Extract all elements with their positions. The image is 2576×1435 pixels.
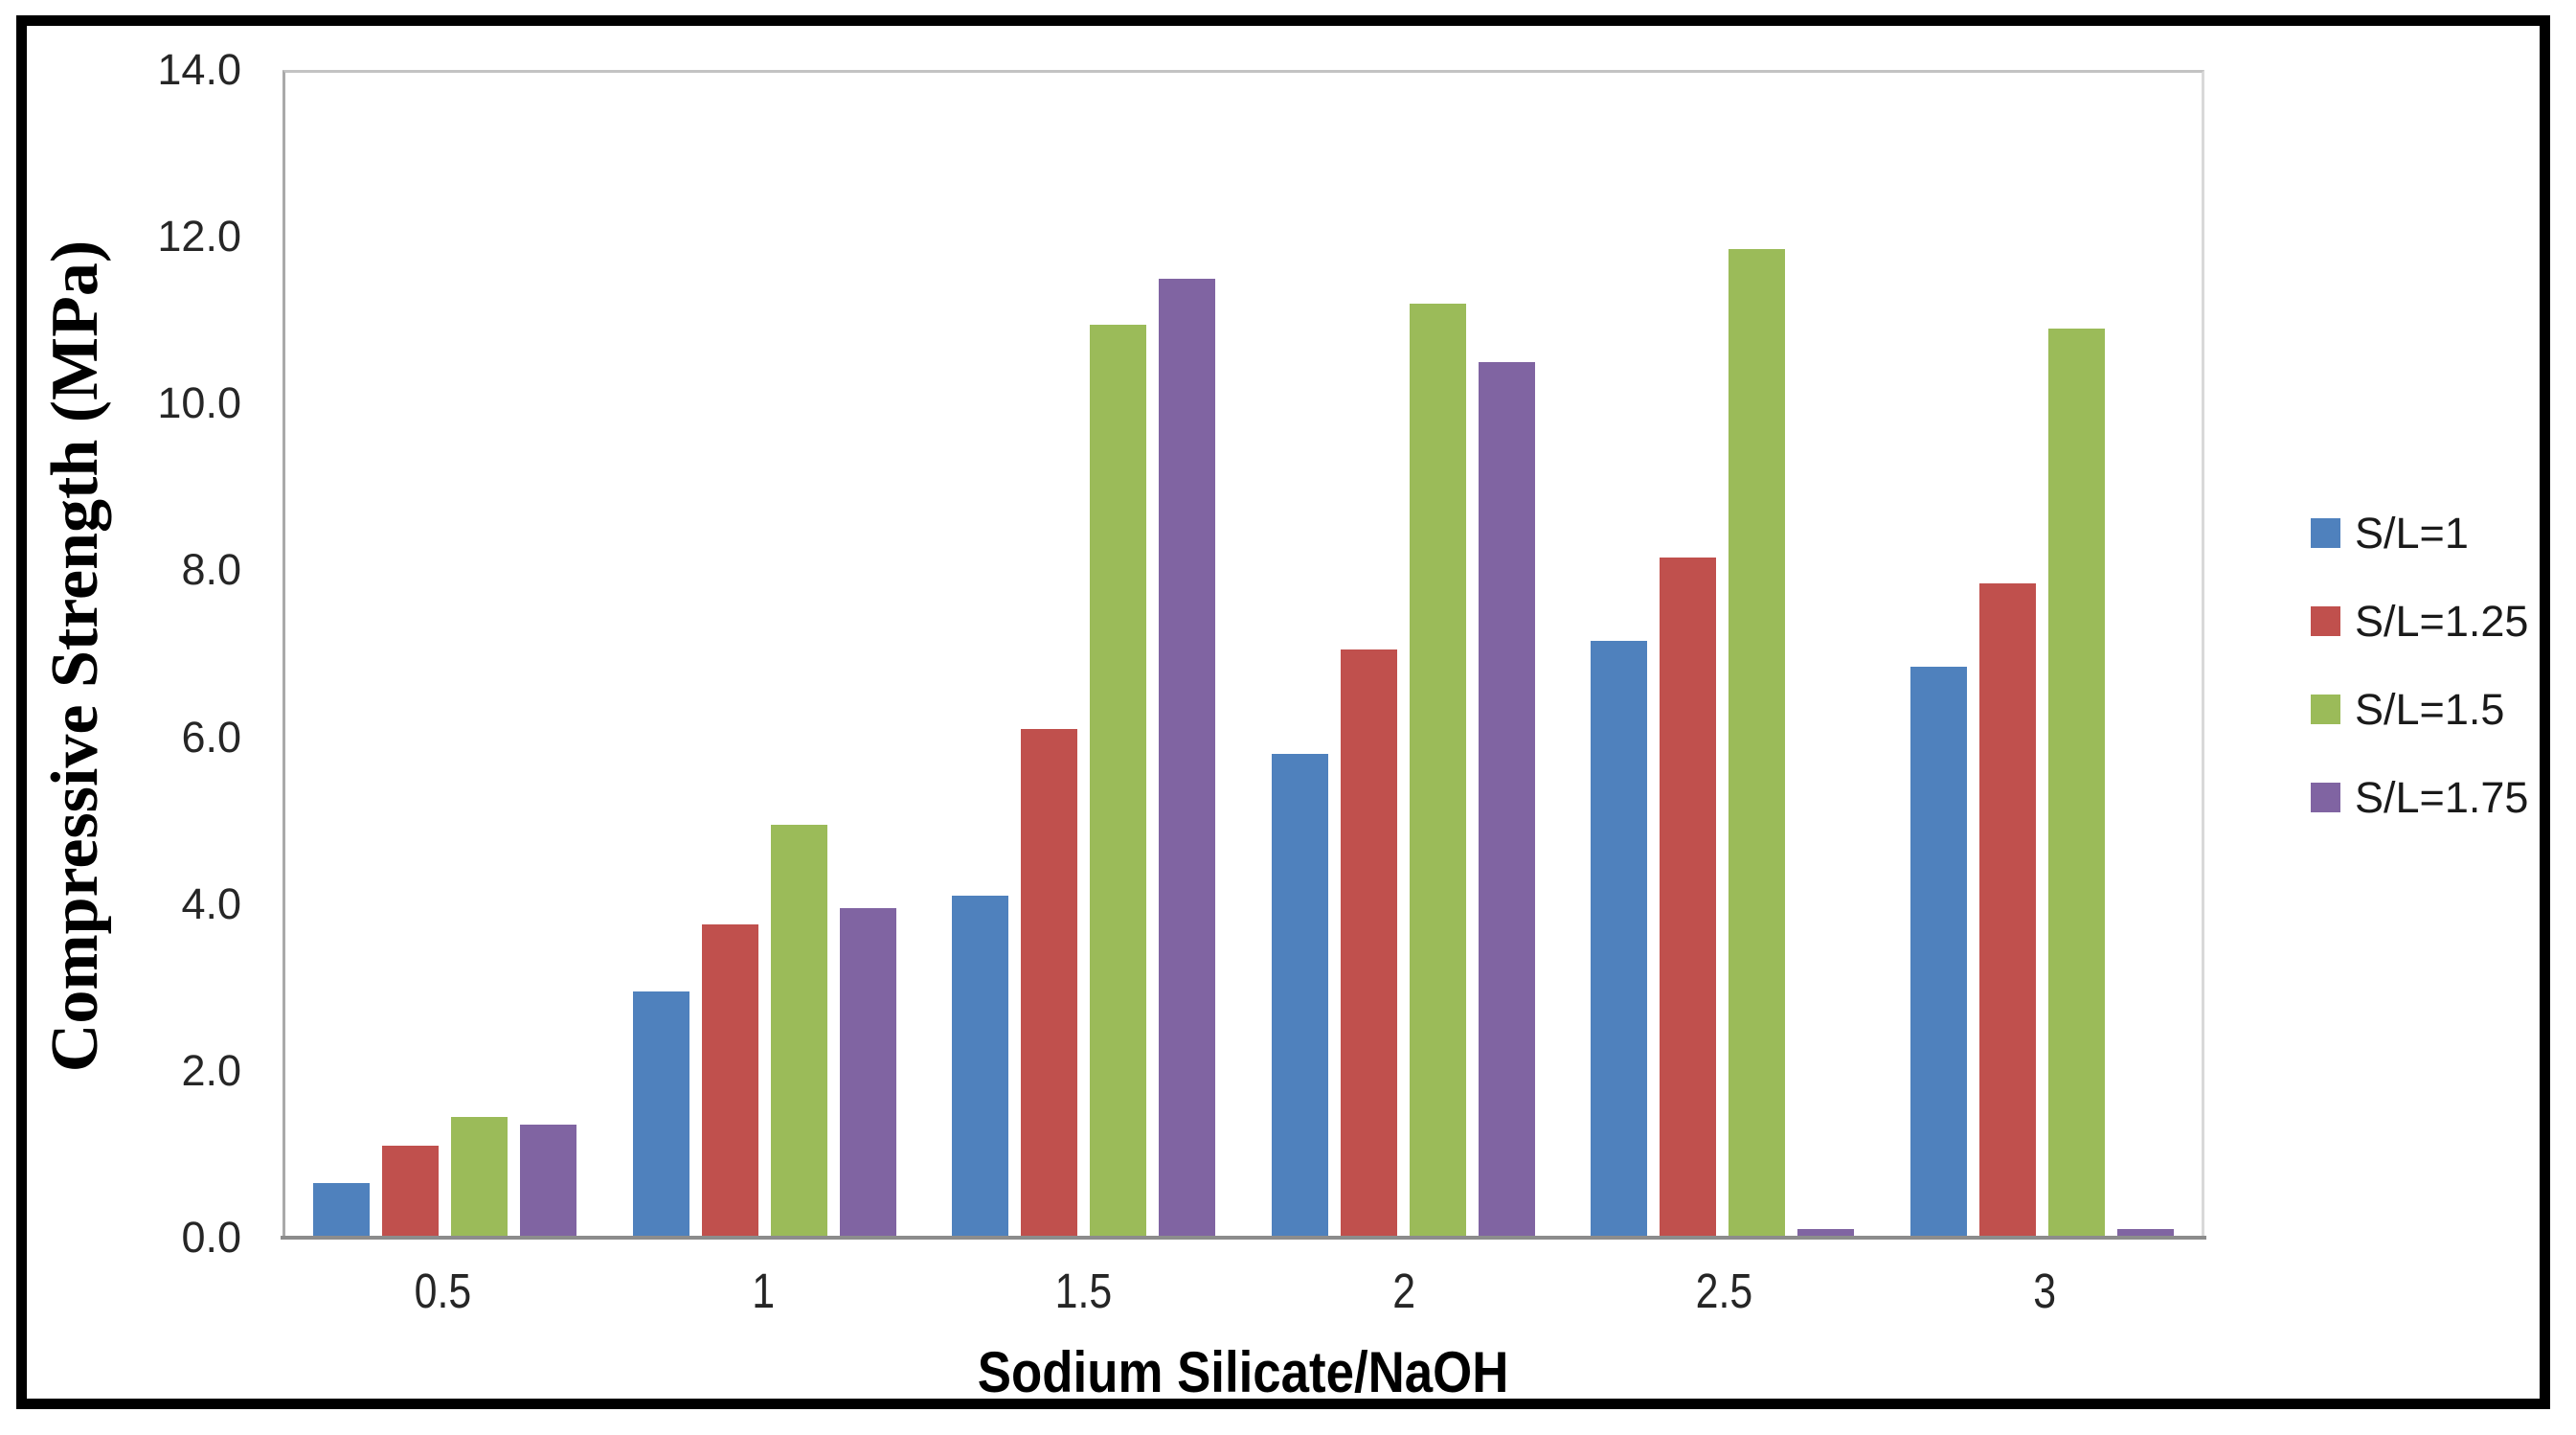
x-tick-label: 1.5 — [978, 1263, 1188, 1320]
bar-S/L=1.75-x0.5 — [520, 1125, 577, 1238]
legend-swatch-icon — [2311, 606, 2340, 636]
bar-S/L=1.75-x3 — [2116, 1229, 2174, 1238]
legend-item-S/L=1.5: S/L=1.5 — [2311, 685, 2528, 734]
bar-group-1.5 — [924, 73, 1244, 1238]
legend-label: S/L=1.25 — [2355, 596, 2529, 646]
x-tick-text: 1 — [751, 1264, 775, 1318]
bar-S/L=1.25-x2 — [1340, 649, 1397, 1238]
bar-S/L=1.75-x2.5 — [1797, 1229, 1855, 1238]
x-tick-label: 3 — [1939, 1263, 2150, 1320]
bar-S/L=1.25-x1.5 — [1021, 728, 1078, 1238]
y-tick-label: 10.0 — [157, 378, 241, 428]
y-tick-label: 0.0 — [181, 1213, 241, 1262]
bar-S/L=1-x2 — [1271, 754, 1328, 1238]
legend-item-S/L=1.75: S/L=1.75 — [2311, 773, 2528, 822]
bar-S/L=1.25-x3 — [1978, 582, 2036, 1238]
bar-group-2 — [1244, 73, 1564, 1238]
legend-item-S/L=1.25: S/L=1.25 — [2311, 597, 2528, 646]
bar-group-1 — [605, 73, 925, 1238]
bar-S/L=1.5-x2 — [1409, 303, 1466, 1238]
bar-S/L=1.5-x2.5 — [1729, 249, 1786, 1238]
bar-S/L=1.75-x2 — [1478, 361, 1535, 1238]
x-tick-label: 2.5 — [1618, 1263, 1829, 1320]
y-tick-label: 6.0 — [181, 712, 241, 762]
y-tick-label: 2.0 — [181, 1045, 241, 1095]
x-axis-title: Sodium Silicate/NaOH — [978, 1340, 1509, 1404]
x-tick-text: 1.5 — [1054, 1264, 1113, 1318]
legend-label: S/L=1.5 — [2355, 684, 2505, 734]
legend-item-S/L=1: S/L=1 — [2311, 508, 2528, 558]
bar-S/L=1.25-x1 — [701, 924, 758, 1238]
bar-group-0.5 — [285, 73, 605, 1238]
x-tick-text: 2.5 — [1695, 1264, 1753, 1318]
x-axis-line — [281, 1236, 2206, 1240]
bar-groups — [285, 73, 2202, 1238]
x-tick-label: 1 — [658, 1263, 869, 1320]
x-tick-label: 0.5 — [337, 1263, 548, 1320]
y-tick-label: 4.0 — [181, 878, 241, 928]
bar-S/L=1-x1 — [632, 991, 689, 1238]
x-tick-text: 3 — [2032, 1264, 2056, 1318]
bar-S/L=1-x2.5 — [1591, 641, 1648, 1238]
legend-label: S/L=1.75 — [2355, 772, 2529, 822]
x-tick-text: 0.5 — [414, 1264, 472, 1318]
legend-swatch-icon — [2311, 518, 2340, 548]
x-tick-text: 2 — [1391, 1264, 1415, 1318]
y-tick-label: 12.0 — [157, 212, 241, 262]
bar-S/L=1-x3 — [1909, 666, 1967, 1238]
bar-group-2.5 — [1563, 73, 1883, 1238]
bar-S/L=1.5-x3 — [2047, 328, 2105, 1238]
y-tick-label: 8.0 — [181, 545, 241, 595]
bar-S/L=1.5-x0.5 — [451, 1116, 508, 1238]
x-tick-label: 2 — [1299, 1263, 1509, 1320]
legend-swatch-icon — [2311, 695, 2340, 724]
bar-S/L=1.25-x0.5 — [382, 1146, 440, 1238]
bar-S/L=1.75-x1.5 — [1159, 278, 1216, 1238]
bar-S/L=1.25-x2.5 — [1660, 558, 1717, 1238]
legend-label: S/L=1 — [2355, 508, 2469, 558]
legend: S/L=1 S/L=1.25 S/L=1.5 S/L=1.75 — [2311, 508, 2528, 864]
legend-swatch-icon — [2311, 783, 2340, 812]
bar-S/L=1-x0.5 — [313, 1183, 371, 1238]
bar-S/L=1.5-x1 — [770, 825, 827, 1238]
bar-S/L=1-x1.5 — [952, 896, 1009, 1238]
plot-area — [282, 70, 2204, 1238]
bar-S/L=1.5-x1.5 — [1090, 324, 1147, 1238]
bar-S/L=1.75-x1 — [839, 908, 896, 1238]
bar-group-3 — [1883, 73, 2203, 1238]
y-tick-label: 14.0 — [157, 45, 241, 94]
